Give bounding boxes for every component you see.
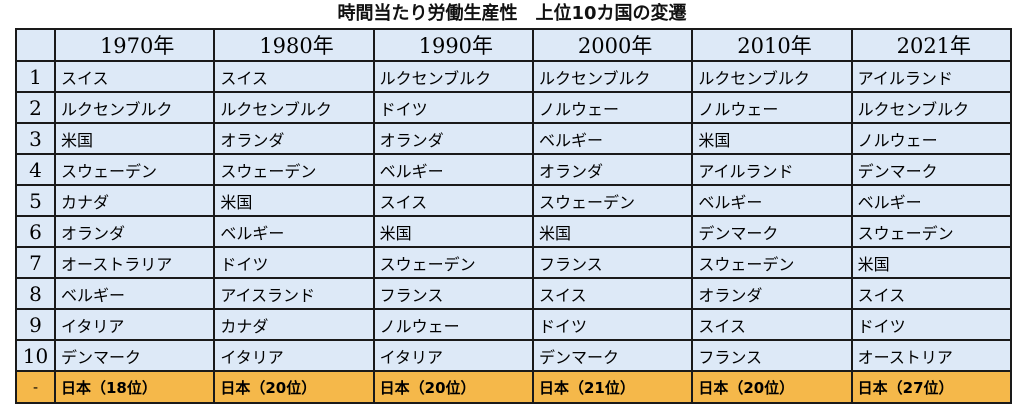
- country-cell-2000: デンマーク: [531, 339, 694, 372]
- country-cell-2021: 米国: [850, 246, 1013, 279]
- country-cell-2010: オランダ: [691, 277, 853, 310]
- country-cell-2000: 米国: [531, 215, 694, 248]
- country-cell-1970: ベルギー: [53, 277, 216, 310]
- japan-cell-2000: 日本（21位）: [531, 370, 694, 404]
- country-cell-2010: ベルギー: [691, 184, 853, 217]
- year-header-1990: 1990年: [372, 28, 534, 62]
- country-cell-2010: ルクセンブルク: [691, 60, 853, 93]
- country-cell-1990: ベルギー: [372, 153, 534, 186]
- table-row: 5 カナダ 米国 スイス スウェーデン ベルギー ベルギー: [15, 184, 1013, 217]
- page-title: 時間当たり労働生産性 上位10カ国の変遷: [337, 3, 687, 24]
- country-cell-2021: デンマーク: [850, 153, 1013, 186]
- country-cell-1980: ベルギー: [213, 215, 375, 248]
- country-cell-2021: ドイツ: [850, 308, 1013, 341]
- country-cell-1980: ルクセンブルク: [213, 91, 375, 124]
- year-header-1980: 1980年: [213, 28, 375, 62]
- country-cell-1990: ルクセンブルク: [372, 60, 534, 93]
- country-cell-1990: スイス: [372, 184, 534, 217]
- country-cell-1980: ドイツ: [213, 246, 375, 279]
- rank-number-cell: 9: [15, 308, 56, 341]
- country-cell-2010: アイルランド: [691, 153, 853, 186]
- table-row: 4 スウェーデン スウェーデン ベルギー オランダ アイルランド デンマーク: [15, 153, 1013, 186]
- country-cell-2000: ノルウェー: [531, 91, 694, 124]
- country-cell-1970: ルクセンブルク: [53, 91, 216, 124]
- table-row: 6 オランダ ベルギー 米国 米国 デンマーク スウェーデン: [15, 215, 1013, 248]
- country-cell-2021: アイルランド: [850, 60, 1013, 93]
- country-cell-1970: カナダ: [53, 184, 216, 217]
- country-cell-2021: ノルウェー: [850, 122, 1013, 155]
- country-cell-2021: ルクセンブルク: [850, 91, 1013, 124]
- year-header-1970: 1970年: [53, 28, 216, 62]
- country-cell-1970: オランダ: [53, 215, 216, 248]
- rank-number-cell: 2: [15, 91, 56, 124]
- japan-rank-cell: -: [15, 370, 56, 404]
- ranking-table: 1970年 1980年 1990年 2000年 2010年 2021年 1 スイス…: [15, 28, 1013, 404]
- table-row: 10 デンマーク イタリア イタリア デンマーク フランス オーストリア: [15, 339, 1013, 372]
- country-cell-1990: ドイツ: [372, 91, 534, 124]
- japan-row: - 日本（18位） 日本（20位） 日本（20位） 日本（21位） 日本（20位…: [15, 370, 1013, 404]
- rank-number-cell: 1: [15, 60, 56, 93]
- country-cell-2000: ルクセンブルク: [531, 60, 694, 93]
- country-cell-1980: アイスランド: [213, 277, 375, 310]
- country-cell-2021: ベルギー: [850, 184, 1013, 217]
- country-cell-1970: オーストラリア: [53, 246, 216, 279]
- table-row: 7 オーストラリア ドイツ スウェーデン フランス スウェーデン 米国: [15, 246, 1013, 279]
- country-cell-2000: フランス: [531, 246, 694, 279]
- country-cell-2010: フランス: [691, 339, 853, 372]
- rank-number-cell: 4: [15, 153, 56, 186]
- country-cell-1970: イタリア: [53, 308, 216, 341]
- country-cell-2010: ノルウェー: [691, 91, 853, 124]
- rank-number-cell: 7: [15, 246, 56, 279]
- rank-number-cell: 10: [15, 339, 56, 372]
- table-row: 3 米国 オランダ オランダ ベルギー 米国 ノルウェー: [15, 122, 1013, 155]
- country-cell-1990: フランス: [372, 277, 534, 310]
- country-cell-2000: ベルギー: [531, 122, 694, 155]
- header-row: 1970年 1980年 1990年 2000年 2010年 2021年: [15, 28, 1013, 62]
- table-row: 9 イタリア カナダ ノルウェー ドイツ スイス ドイツ: [15, 308, 1013, 341]
- country-cell-1980: 米国: [213, 184, 375, 217]
- country-cell-2010: デンマーク: [691, 215, 853, 248]
- year-header-2021: 2021年: [850, 28, 1013, 62]
- country-cell-1970: 米国: [53, 122, 216, 155]
- country-cell-1970: スウェーデン: [53, 153, 216, 186]
- year-header-2010: 2010年: [691, 28, 853, 62]
- rank-number-cell: 3: [15, 122, 56, 155]
- table-row: 1 スイス スイス ルクセンブルク ルクセンブルク ルクセンブルク アイルランド: [15, 60, 1013, 93]
- table-row: 2 ルクセンブルク ルクセンブルク ドイツ ノルウェー ノルウェー ルクセンブルク: [15, 91, 1013, 124]
- country-cell-1980: スイス: [213, 60, 375, 93]
- country-cell-1980: カナダ: [213, 308, 375, 341]
- japan-cell-1970: 日本（18位）: [53, 370, 216, 404]
- country-cell-2000: ドイツ: [531, 308, 694, 341]
- rank-number-cell: 5: [15, 184, 56, 217]
- country-cell-1970: スイス: [53, 60, 216, 93]
- country-cell-1990: オランダ: [372, 122, 534, 155]
- japan-cell-1990: 日本（20位）: [372, 370, 534, 404]
- country-cell-2000: オランダ: [531, 153, 694, 186]
- header-corner-cell: [15, 28, 56, 62]
- country-cell-2010: スイス: [691, 308, 853, 341]
- table-row: 8 ベルギー アイスランド フランス スイス オランダ スイス: [15, 277, 1013, 310]
- country-cell-1980: オランダ: [213, 122, 375, 155]
- year-header-2000: 2000年: [531, 28, 694, 62]
- country-cell-1990: 米国: [372, 215, 534, 248]
- country-cell-2021: オーストリア: [850, 339, 1013, 372]
- country-cell-1980: イタリア: [213, 339, 375, 372]
- country-cell-2010: スウェーデン: [691, 246, 853, 279]
- japan-cell-1980: 日本（20位）: [213, 370, 375, 404]
- country-cell-1990: スウェーデン: [372, 246, 534, 279]
- country-cell-2021: スイス: [850, 277, 1013, 310]
- country-cell-2000: スイス: [531, 277, 694, 310]
- japan-cell-2010: 日本（20位）: [691, 370, 853, 404]
- country-cell-1990: ノルウェー: [372, 308, 534, 341]
- rank-number-cell: 6: [15, 215, 56, 248]
- rank-number-cell: 8: [15, 277, 56, 310]
- country-cell-1970: デンマーク: [53, 339, 216, 372]
- country-cell-2021: スウェーデン: [850, 215, 1013, 248]
- country-cell-1990: イタリア: [372, 339, 534, 372]
- japan-cell-2021: 日本（27位）: [850, 370, 1013, 404]
- country-cell-1980: スウェーデン: [213, 153, 375, 186]
- country-cell-2000: スウェーデン: [531, 184, 694, 217]
- country-cell-2010: 米国: [691, 122, 853, 155]
